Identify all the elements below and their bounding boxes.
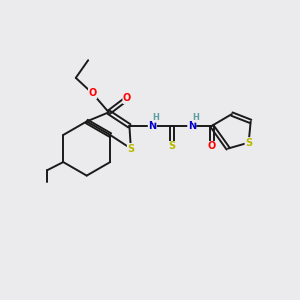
Text: S: S xyxy=(169,142,176,152)
Text: H: H xyxy=(192,113,199,122)
Text: H: H xyxy=(153,113,160,122)
Text: O: O xyxy=(88,88,97,98)
Text: O: O xyxy=(208,142,216,152)
Text: S: S xyxy=(245,138,252,148)
Text: O: O xyxy=(123,94,131,103)
Text: N: N xyxy=(188,121,196,131)
Text: S: S xyxy=(127,143,134,154)
Text: N: N xyxy=(148,121,156,131)
